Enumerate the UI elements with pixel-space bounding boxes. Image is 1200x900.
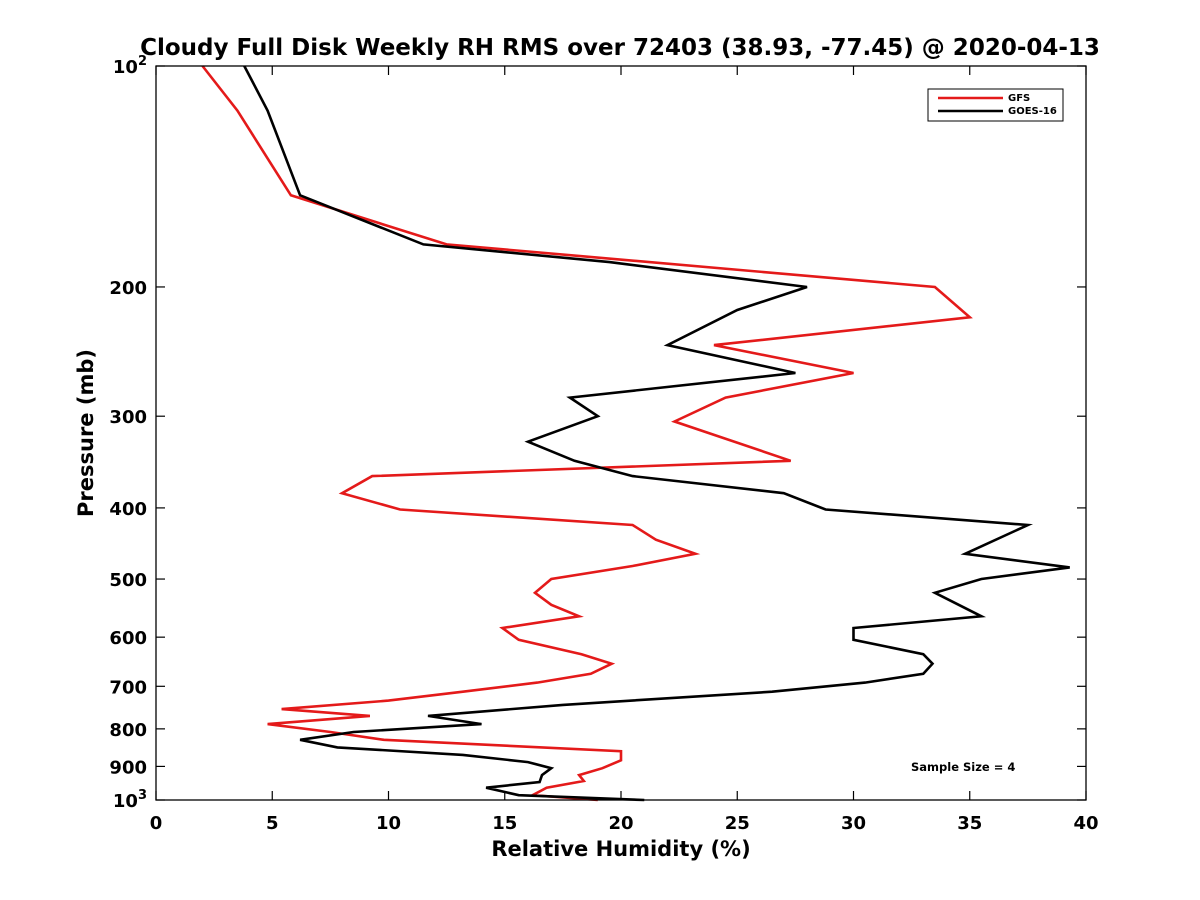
y-tick-label: 600 [109,628,147,649]
y-tick-label: 103 [113,788,147,812]
legend-box [927,88,1064,122]
y-tick-label: 300 [109,407,147,428]
y-tick-label: 700 [109,677,147,698]
x-tick-label: 30 [841,813,866,834]
x-axis: 0 5 10 15 20 25 30 35 40 [150,66,1099,834]
x-tick-label: 0 [150,813,163,834]
y-tick-label: 400 [109,499,147,520]
series-line-goes16 [243,65,1070,802]
legend: GFS GOES-16 [927,88,1064,122]
x-tick-label: 35 [957,813,982,834]
legend-label-goes16: GOES-16 [1008,106,1057,117]
y-tick-label: 500 [109,570,147,591]
series-line-gfs [201,65,973,802]
y-tick-label: 102 [113,54,147,78]
sample-size-annotation: Sample Size = 4 [911,760,1015,774]
x-axis-label: Relative Humidity (%) [491,837,750,861]
legend-label-gfs: GFS [1008,93,1030,104]
y-tick-label: 800 [109,720,147,741]
x-tick-label: 25 [725,813,750,834]
x-tick-label: 40 [1073,813,1098,834]
x-tick-label: 15 [492,813,517,834]
y-tick-label: 900 [109,757,147,778]
x-tick-label: 5 [266,813,279,834]
series-layer [201,65,1070,802]
y-tick-label: 200 [109,278,147,299]
x-tick-label: 10 [376,813,401,834]
plot-frame [155,65,1087,801]
y-axis: 102 200 300 400 500 600 700 800 900 103 [109,54,1086,812]
chart-title: Cloudy Full Disk Weekly RH RMS over 7240… [140,35,1100,61]
y-axis-label: Pressure (mb) [74,349,98,517]
x-tick-label: 20 [608,813,633,834]
